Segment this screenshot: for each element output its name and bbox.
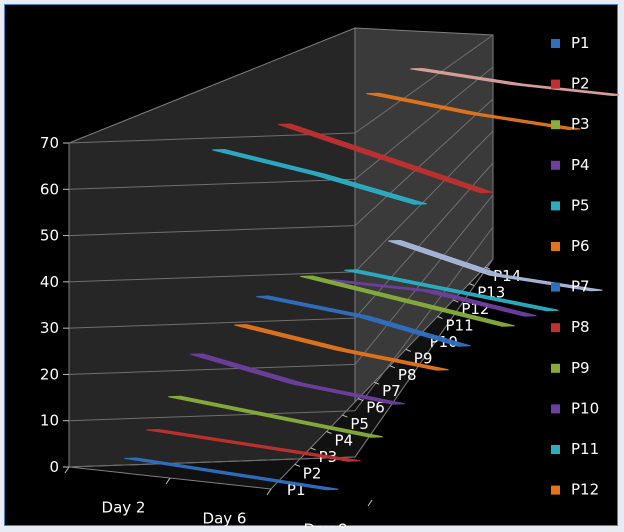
gridline	[354, 66, 494, 180]
legend-label-p4: P4	[571, 156, 590, 174]
y-tick-label: 10	[40, 412, 59, 430]
depth-tick-mark	[310, 447, 316, 451]
depth-tick-mark	[294, 463, 300, 467]
gridline	[68, 317, 356, 329]
legend-label-p2: P2	[571, 75, 590, 93]
x-tick-label: Day 8	[304, 521, 348, 528]
series-ribbon-p12	[366, 92, 581, 131]
series-ribbon-p3	[168, 395, 383, 438]
legend-label-p1: P1	[571, 34, 590, 52]
legend-swatch-p7	[551, 282, 560, 292]
x-tick-mark	[64, 466, 70, 474]
gridline	[68, 225, 356, 237]
series-ribbon-p4	[190, 353, 405, 405]
gridline	[354, 258, 494, 458]
gridline	[354, 34, 494, 134]
legend: P1 P2 P3 P4 P5 P6 P7 P8 P9 P10 P11 P12	[551, 34, 599, 499]
series-ribbon-p5	[212, 148, 427, 205]
depth-tick-label: P6	[366, 399, 385, 417]
legend-swatch-p9	[551, 363, 560, 373]
y-tick-label: 20	[40, 365, 59, 383]
series-ribbon-p10	[322, 279, 537, 317]
series-ribbon-p13	[388, 239, 603, 292]
x-tick-label: Day 6	[203, 510, 247, 528]
left-wall	[68, 27, 356, 468]
y-tick-label: 70	[40, 134, 59, 152]
legend-swatch-p8	[551, 323, 560, 333]
depth-tick-label: P5	[350, 415, 369, 433]
depth-tick-label: P8	[398, 366, 417, 384]
gridline	[354, 194, 494, 365]
series-ribbon-p2	[146, 428, 361, 462]
legend-label-p12: P12	[571, 481, 599, 499]
y-tick-label: 30	[40, 319, 59, 337]
legend-label-p3: P3	[571, 115, 590, 133]
series-ribbon-p11	[344, 269, 559, 312]
legend-label-p5: P5	[571, 196, 590, 214]
series-ribbon-p8	[278, 123, 493, 194]
series-ribbon-p14	[410, 67, 619, 97]
depth-tick-mark	[358, 398, 364, 402]
depth-tick-label: P9	[414, 349, 433, 367]
chart-walls	[68, 27, 494, 490]
depth-tick-mark	[342, 414, 348, 418]
legend-swatch-p5	[551, 201, 560, 211]
gridline	[68, 363, 356, 375]
legend-swatch-p12	[551, 485, 560, 495]
series-ribbon-p9	[300, 275, 515, 327]
x-tick-label: Day 2	[102, 499, 146, 517]
gridline	[354, 226, 494, 412]
chart-svg: 0 10 20 30 40 50 60 70 Day 2 Day 6 Day 8 P1 P2 P3 P4…	[40, 27, 619, 528]
legend-swatch-p10	[551, 404, 560, 414]
x-tick-mark	[367, 499, 373, 507]
legend-label-p10: P10	[571, 399, 599, 417]
depth-tick-label: P11	[446, 317, 474, 335]
x-tick-mark	[266, 488, 272, 496]
series-ribbon-p6	[234, 324, 449, 371]
gridline	[68, 410, 356, 422]
depth-tick-mark	[484, 266, 491, 270]
depth-tick-mark	[389, 365, 396, 369]
gridline	[68, 271, 356, 283]
legend-label-p7: P7	[571, 278, 590, 296]
x-axis-ticks: Day 2 Day 6 Day 8	[64, 466, 373, 528]
legend-label-p11: P11	[571, 440, 599, 458]
depth-tick-mark	[373, 381, 380, 385]
legend-label-p8: P8	[571, 318, 590, 336]
chart-frame: 0 10 20 30 40 50 60 70 Day 2 Day 6 Day 8 P1 P2 P3 P4…	[4, 4, 619, 528]
depth-tick-mark	[469, 283, 475, 287]
gridline	[354, 130, 494, 273]
series-ribbon-p7	[256, 295, 471, 347]
legend-swatch-p11	[551, 445, 560, 454]
legend-swatch-p1	[551, 39, 560, 48]
legend-swatch-p6	[551, 242, 560, 251]
legend-swatch-p4	[551, 160, 560, 170]
y-tick-label: 0	[49, 458, 59, 476]
gridline	[354, 98, 494, 226]
y-tick-label: 50	[40, 227, 59, 245]
x-tick-mark	[165, 477, 171, 485]
series-ribbons	[124, 67, 619, 491]
depth-tick-mark	[453, 299, 459, 303]
gridline	[68, 178, 356, 190]
depth-tick-label: P4	[335, 432, 354, 450]
depth-tick-mark	[405, 348, 411, 352]
gridline	[68, 456, 356, 468]
y-tick-label: 60	[40, 180, 59, 198]
depth-tick-label: P2	[303, 464, 322, 482]
series-ribbon-p1	[124, 457, 339, 491]
legend-swatch-p3	[551, 120, 560, 130]
depth-tick-mark	[326, 431, 332, 434]
y-tick-label: 40	[40, 273, 59, 291]
depth-tick-mark	[437, 316, 443, 319]
depth-tick-label: P7	[382, 382, 401, 400]
y-axis-ticks: 0 10 20 30 40 50 60 70	[40, 134, 69, 476]
legend-swatch-p2	[551, 79, 560, 89]
legend-label-p9: P9	[571, 359, 590, 377]
legend-label-p6: P6	[571, 237, 590, 255]
